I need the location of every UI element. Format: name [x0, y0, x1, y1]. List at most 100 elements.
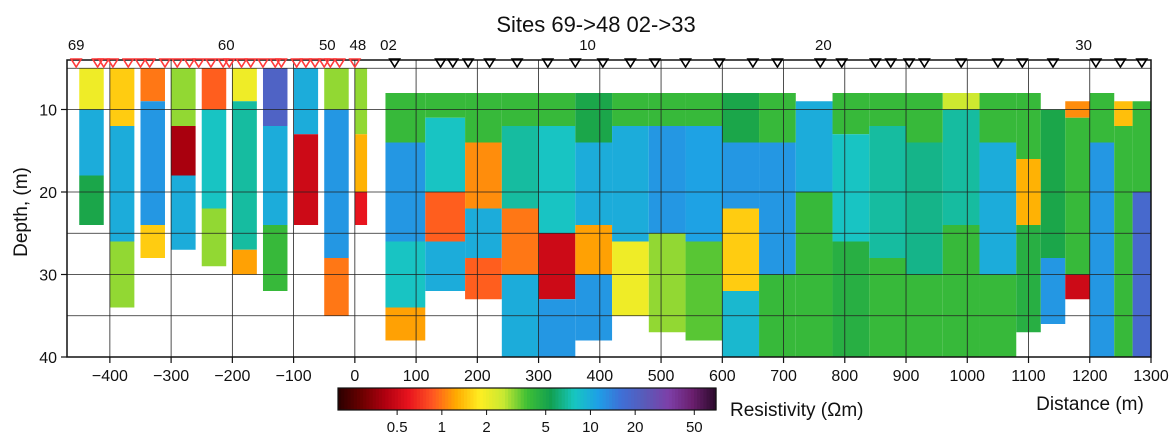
site-marker-icon: [884, 58, 898, 69]
colorbar-swatch: [473, 388, 478, 410]
colorbar-tick-label: 50: [686, 419, 703, 436]
resistivity-cell: [906, 142, 943, 275]
resistivity-cell: [171, 68, 196, 126]
resistivity-cell: [979, 93, 1017, 143]
colorbar-swatch: [536, 388, 541, 410]
site-marker-icon: [348, 58, 362, 69]
site-marker-icon: [510, 58, 524, 69]
resistivity-cell: [79, 175, 104, 225]
axis-ticks: −400 −300 −200 −100 0 100 200 300 400 500 600 700 80…: [39, 103, 1169, 386]
resistivity-cell: [1114, 101, 1133, 126]
resistivity-cell: [385, 307, 426, 341]
colorbar-swatch: [634, 388, 638, 410]
colorbar-swatch: [423, 388, 427, 410]
resistivity-cell: [942, 93, 980, 110]
colorbar-swatch: [511, 388, 515, 410]
grid-lines: [67, 60, 1151, 357]
site-marker-icon: [158, 58, 172, 69]
resistivity-cell: [685, 126, 723, 242]
colorbar-swatch: [637, 388, 641, 410]
colorbar-swatch: [567, 388, 572, 410]
plot-frame: [66, 59, 1152, 358]
site-marker-icon: [308, 58, 322, 69]
site-marker-icon: [91, 58, 105, 69]
resistivity-cell: [465, 93, 502, 143]
colorbar-swatch: [671, 388, 676, 410]
colorbar-swatch: [668, 388, 673, 410]
colorbar-swatch: [445, 388, 449, 410]
site-marker-icon: [121, 58, 135, 69]
resistivity-cell: [538, 299, 576, 357]
colorbar-swatch: [618, 388, 623, 410]
x-tick-label: −400: [92, 368, 128, 385]
resistivity-cell: [575, 142, 613, 225]
colorbar-swatch: [659, 388, 664, 410]
y-tick-label: 10: [39, 103, 57, 120]
resistivity-cell: [109, 126, 135, 242]
x-tick-label: 1300: [1133, 368, 1169, 385]
colorbar-swatch: [678, 388, 682, 410]
resistivity-cell: [648, 126, 686, 234]
site-marker-icon: [290, 58, 304, 69]
resistivity-cell: [795, 101, 833, 192]
colorbar-swatch: [378, 388, 383, 410]
resistivity-cell: [262, 68, 288, 126]
colorbar-swatch: [596, 388, 601, 410]
colorbar-swatch: [593, 388, 597, 410]
colorbar-swatch: [690, 388, 695, 410]
colorbar-swatch: [706, 388, 711, 410]
site-marker-icon: [274, 58, 288, 69]
resistivity-cell: [538, 233, 576, 300]
resistivity-cell: [425, 192, 466, 242]
site-marker-icon: [461, 58, 475, 69]
colorbar-swatch: [675, 388, 679, 410]
site-marker-icon: [991, 58, 1005, 69]
site-marker-icon: [770, 58, 784, 69]
resistivity-cell: [425, 117, 466, 192]
resistivity-cell: [140, 68, 165, 102]
colorbar-tick-label: 1: [438, 419, 446, 436]
site-marker-icon: [323, 58, 337, 69]
resistivity-cell: [648, 233, 686, 333]
colorbar-swatch: [615, 388, 619, 410]
plot-area: [67, 60, 1151, 357]
site-marker-icon: [712, 58, 726, 69]
resistivity-cell: [324, 68, 349, 110]
colorbar-swatch: [520, 388, 525, 410]
resistivity-cell: [942, 109, 980, 225]
site-marker-icon: [204, 58, 218, 69]
site-marker-icon: [954, 58, 968, 69]
resistivity-cell: [232, 101, 257, 250]
y-tick-label: 20: [39, 185, 57, 202]
site-marker-icon: [835, 58, 849, 69]
resistivity-cell: [832, 241, 870, 357]
colorbar-swatch: [709, 388, 714, 410]
resistivity-cell: [201, 109, 227, 209]
colorbar-swatch: [413, 388, 418, 410]
site-marker-icon: [746, 58, 760, 69]
colorbar-swatch: [583, 388, 588, 410]
site-label: 10: [579, 37, 596, 54]
site-marker-icon: [143, 58, 157, 69]
resistivity-cell: [1040, 258, 1066, 324]
colorbar-swatch: [460, 388, 465, 410]
colorbar-swatch: [495, 388, 500, 410]
resistivity-cell: [575, 274, 613, 341]
colorbar-swatch: [482, 388, 487, 410]
x-tick-label: −100: [276, 368, 312, 385]
x-tick-label: 800: [831, 368, 858, 385]
resistivity-cell: [79, 109, 104, 176]
colorbar-swatch: [586, 388, 591, 410]
resistivity-cell: [722, 291, 760, 357]
site-marker-icon: [222, 58, 236, 69]
colorbar-swatch: [388, 388, 393, 410]
colorbar-swatch: [653, 388, 657, 410]
colorbar-swatch: [385, 388, 389, 410]
colorbar-tick-label: 2: [482, 419, 490, 436]
site-marker-icon: [170, 58, 184, 69]
x-tick-label: 200: [464, 368, 491, 385]
colorbar: 0.5 1 2 5 10 20 50: [337, 387, 717, 436]
colorbar-swatch: [372, 388, 377, 410]
colorbar-swatch: [602, 388, 607, 410]
resistivity-cell: [832, 134, 870, 242]
